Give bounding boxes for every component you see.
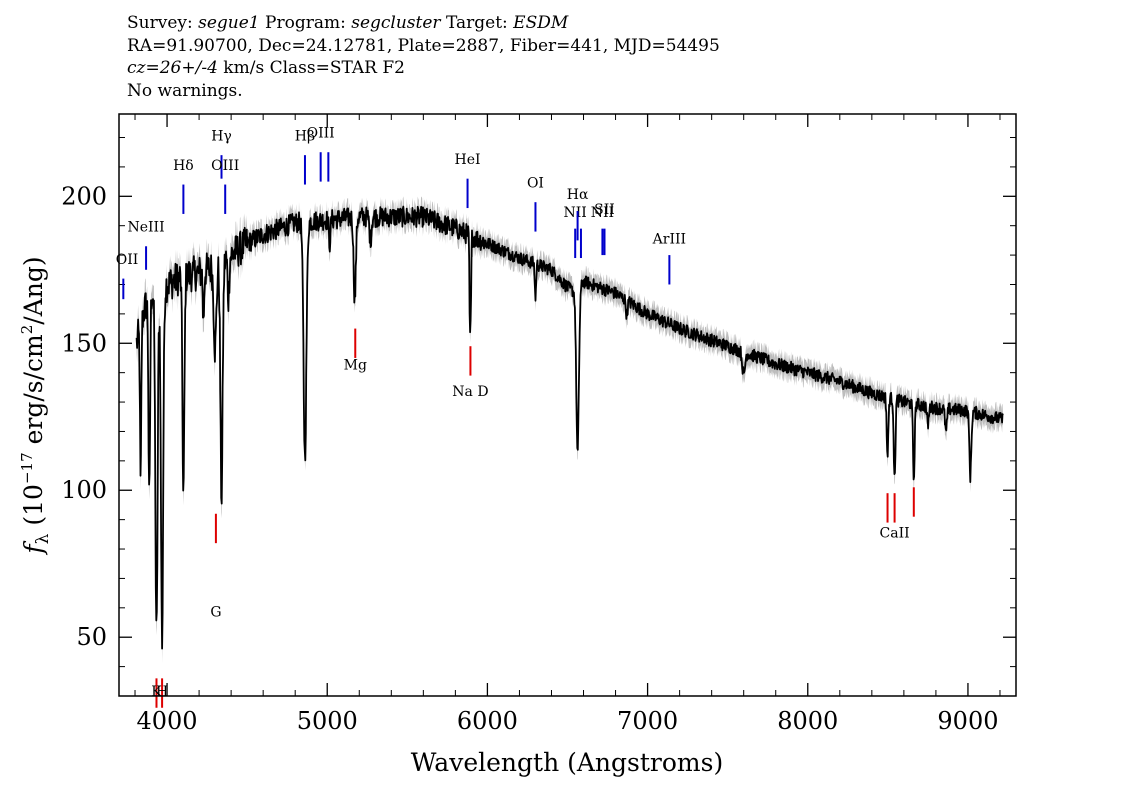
header-line-survey: Survey: segue1 Program: segcluster Targe… (127, 12, 720, 35)
emission-line-label: OI (527, 175, 544, 191)
program-value: segcluster (351, 13, 441, 33)
absorption-line-label: H (156, 684, 168, 700)
x-tick-label: 8000 (777, 707, 838, 735)
absorption-line-label: G (210, 605, 221, 621)
spectrum-header: Survey: segue1 Program: segcluster Targe… (127, 12, 720, 102)
error-band (136, 196, 1004, 664)
x-tick-label: 9000 (937, 707, 998, 735)
emission-line-label: NII (591, 205, 614, 221)
x-tick-label: 5000 (297, 707, 358, 735)
redshift-class: km/s Class=STAR F2 (217, 58, 405, 78)
emission-line-label: OII (116, 252, 139, 268)
x-tick-label: 7000 (617, 707, 678, 735)
redshift-value: cz=26+/-4 (127, 58, 218, 78)
program-label: Program: (259, 13, 352, 33)
target-value: ESDM (513, 13, 569, 33)
emission-line-label: NII (564, 205, 587, 221)
spectrum-line (135, 205, 1004, 650)
survey-value: segue1 (198, 13, 260, 33)
y-axis-label: fλ (10−17 erg/s/cm2/Ang) (18, 256, 53, 555)
emission-line-label: Hβ (295, 128, 315, 144)
absorption-line-label: Na D (452, 384, 488, 400)
y-tick-label: 50 (76, 623, 107, 651)
header-line-warnings: No warnings. (127, 80, 243, 101)
x-axis-label: Wavelength (Angstroms) (411, 748, 723, 777)
y-tick-label: 200 (61, 182, 107, 210)
emission-line-label: NeIII (127, 220, 164, 236)
x-tick-label: 4000 (137, 707, 198, 735)
header-line-redshift: cz=26+/-4 km/s Class=STAR F2 (127, 57, 720, 80)
emission-line-label: HeI (455, 152, 481, 168)
x-tick-label: 6000 (457, 707, 518, 735)
y-tick-label: 150 (61, 329, 107, 357)
emission-line-label: Hα (567, 187, 589, 203)
emission-line-label: SII (594, 202, 615, 218)
emission-line-label: OIII (211, 158, 239, 174)
plot-frame (118, 113, 1017, 697)
emission-line-label: ArIII (652, 231, 686, 247)
absorption-line-label: CaII (880, 525, 910, 541)
emission-line-label: Hδ (173, 158, 194, 174)
header-line-coordinates: RA=91.90700, Dec=24.12781, Plate=2887, F… (127, 35, 720, 56)
absorption-line-label: Mg (344, 358, 367, 374)
target-label: Target: (440, 13, 514, 33)
y-tick-label: 100 (61, 476, 107, 504)
emission-line-label: OIII (307, 126, 335, 142)
absorption-line-label: K (151, 684, 162, 700)
emission-line-label: Hγ (211, 128, 232, 144)
survey-label: Survey: (127, 13, 199, 33)
